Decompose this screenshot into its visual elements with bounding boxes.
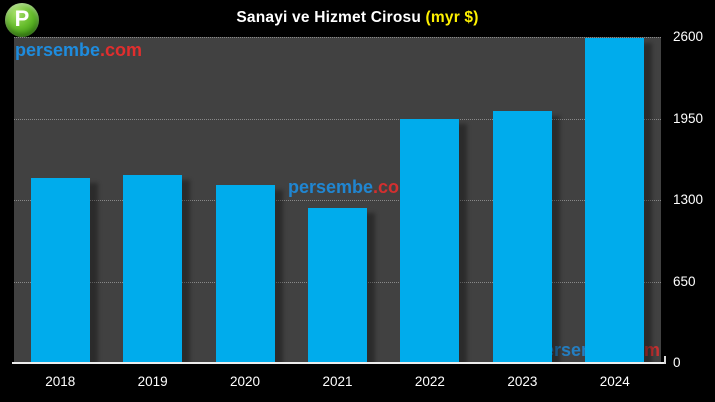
watermark-name: persembe (15, 40, 101, 60)
persembe-logo-icon: P (5, 3, 39, 37)
gridline-1300 (14, 200, 661, 201)
x-axis-line (12, 362, 666, 364)
y-tick-1300: 1300 (673, 192, 704, 207)
gridline-1950 (14, 118, 661, 120)
chart-title-text: Sanayi ve Hizmet Cirosu (236, 9, 422, 26)
chart-title: Sanayi ve Hizmet Cirosu (myr $) (0, 9, 715, 27)
bar-2019 (123, 174, 183, 363)
plot-area: persembe.com persembe.com persembe.com (14, 37, 661, 363)
x-tick-2020: 2020 (230, 374, 261, 389)
x-tick-2019: 2019 (137, 374, 168, 389)
y-tick-1950: 1950 (673, 110, 704, 126)
x-tick-2018: 2018 (45, 374, 76, 389)
gridline-2600 (14, 37, 661, 38)
bar-2020 (215, 184, 275, 363)
bar-2021 (308, 207, 367, 363)
bar-2024 (585, 38, 645, 363)
x-tick-2024: 2024 (599, 374, 630, 389)
x-tick-2023: 2023 (507, 374, 538, 389)
y-tick-650: 650 (673, 273, 696, 289)
x-axis-end-tick (664, 356, 666, 364)
y-tick-0: 0 (673, 355, 681, 370)
x-tick-2021: 2021 (322, 374, 353, 389)
x-tick-2022: 2022 (414, 374, 445, 389)
bar-2022 (400, 118, 460, 363)
watermark-tld: .com (100, 40, 143, 60)
bar-2018 (30, 178, 90, 363)
watermark-center: persembe.com (288, 177, 415, 198)
watermark-name: persembe (288, 177, 374, 197)
watermark-top-left: persembe.com (15, 40, 142, 61)
logo-letter: P (14, 6, 30, 31)
y-tick-2600: 2600 (673, 29, 704, 44)
bar-2023 (492, 110, 552, 363)
chart-title-unit: (myr $) (425, 9, 479, 26)
